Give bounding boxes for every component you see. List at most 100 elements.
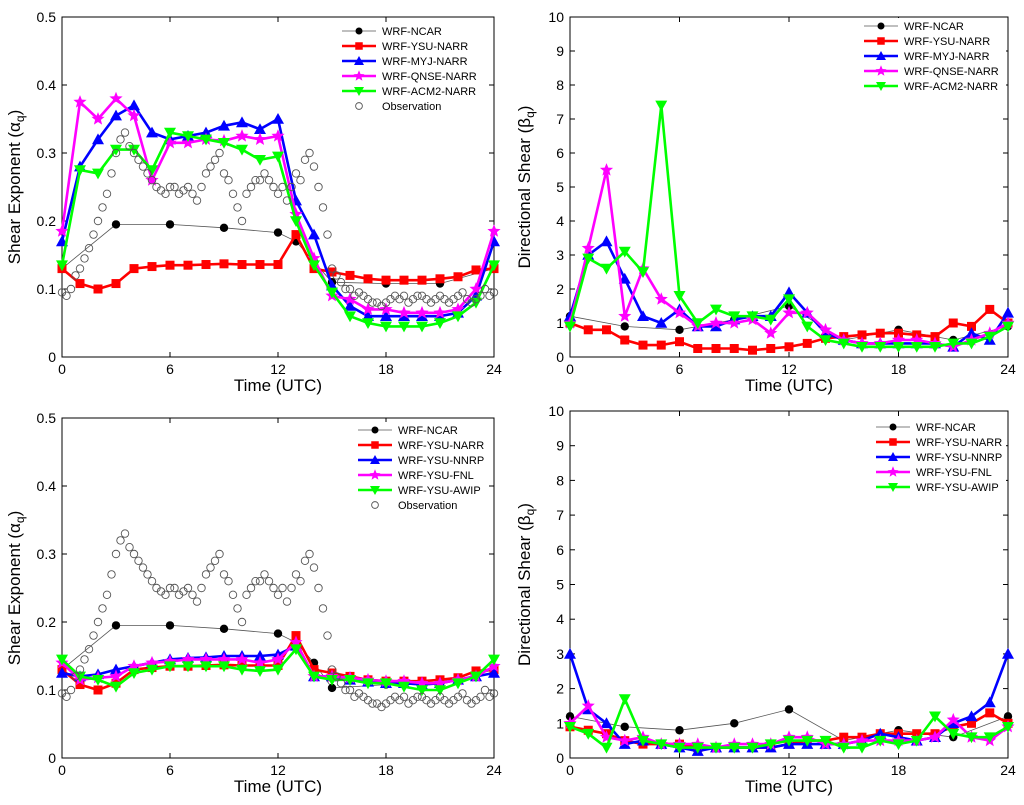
data-point (985, 304, 995, 314)
data-point (398, 681, 410, 693)
data-point (673, 742, 686, 754)
x-tick-label: 6 (676, 762, 684, 778)
data-point (730, 719, 739, 728)
data-point (326, 675, 338, 686)
data-point (581, 699, 595, 712)
data-point (110, 144, 122, 156)
data-point (488, 654, 500, 666)
data-point (98, 203, 107, 212)
data-point (344, 300, 356, 311)
data-point (224, 577, 233, 586)
data-point (673, 291, 686, 302)
data-point (655, 100, 668, 112)
y-tick-label: 6 (556, 145, 564, 161)
data-point (332, 672, 341, 681)
data-point (620, 322, 629, 331)
data-point (233, 604, 242, 613)
data-point (165, 621, 175, 630)
data-point (488, 667, 500, 678)
data-point (618, 694, 631, 706)
data-point (219, 169, 229, 178)
data-point (237, 617, 247, 627)
data-point (983, 696, 996, 708)
data-point (62, 692, 71, 701)
x-tick-label: 0 (58, 762, 66, 778)
legend-marker (371, 441, 379, 449)
data-point (399, 692, 409, 701)
data-point (84, 243, 94, 253)
data-point (170, 583, 179, 593)
data-point (182, 131, 194, 142)
data-point (192, 196, 202, 205)
legend-marker (889, 423, 897, 431)
series-wrf-ysu-awip (56, 644, 500, 696)
data-point (143, 169, 152, 178)
data-point (215, 148, 224, 158)
legend-label: WRF-QNSE-NARR (382, 71, 477, 83)
data-point (287, 182, 296, 192)
data-point (215, 549, 224, 559)
data-point (228, 189, 238, 199)
data-point (480, 685, 490, 695)
data-point (201, 570, 211, 579)
x-tick-label: 24 (1000, 361, 1016, 377)
data-point (565, 712, 575, 721)
data-point (620, 335, 630, 345)
y-tick-label: 0.1 (37, 281, 57, 297)
y-tick-label: 0 (48, 750, 56, 766)
data-point (656, 340, 666, 350)
data-point (618, 309, 632, 322)
x-tick-label: 12 (270, 361, 286, 377)
data-point (323, 631, 332, 640)
legend-marker (889, 438, 897, 446)
data-point (253, 655, 267, 669)
data-point (800, 305, 814, 319)
legend-label: WRF-YSU-NARR (904, 36, 990, 48)
data-point (264, 175, 274, 185)
data-point (75, 264, 85, 273)
data-point (228, 590, 238, 599)
data-point (470, 671, 482, 683)
data-point (147, 262, 157, 272)
data-point (746, 311, 759, 323)
data-point (71, 271, 80, 280)
data-point (110, 681, 122, 693)
data-point (413, 291, 422, 300)
y-tick-label: 8 (556, 77, 564, 93)
data-point (125, 141, 134, 151)
data-point (967, 321, 976, 331)
y-tick-label: 0.3 (37, 546, 57, 562)
data-point (255, 175, 265, 185)
data-point (818, 322, 833, 336)
data-point (397, 305, 411, 319)
legend: WRF-NCAR WRF-YSU-NARR WRF-MYJ-NARR WRF-QNSE… (338, 23, 488, 119)
data-point (600, 717, 613, 729)
data-point (318, 604, 328, 613)
data-point (983, 331, 996, 343)
data-point (56, 260, 68, 272)
data-point (201, 169, 211, 178)
data-point (434, 685, 446, 696)
data-point (488, 260, 500, 272)
data-point (246, 583, 256, 593)
data-point (416, 321, 428, 333)
data-point (476, 291, 485, 300)
data-point (675, 726, 684, 735)
y-axis-label-subscript: q (13, 516, 27, 523)
data-point (399, 291, 409, 300)
data-point (947, 338, 960, 350)
data-point (273, 629, 283, 638)
data-point (111, 148, 121, 158)
y-axis-label-close: ) (5, 110, 24, 116)
data-point (856, 342, 868, 353)
data-point (710, 304, 722, 316)
data-point (183, 583, 193, 593)
data-point (1002, 306, 1014, 318)
data-point (764, 314, 777, 326)
data-point (837, 742, 850, 754)
legend-marker (355, 42, 363, 50)
data-point (236, 664, 248, 676)
data-point (398, 321, 410, 333)
data-point (254, 650, 266, 661)
